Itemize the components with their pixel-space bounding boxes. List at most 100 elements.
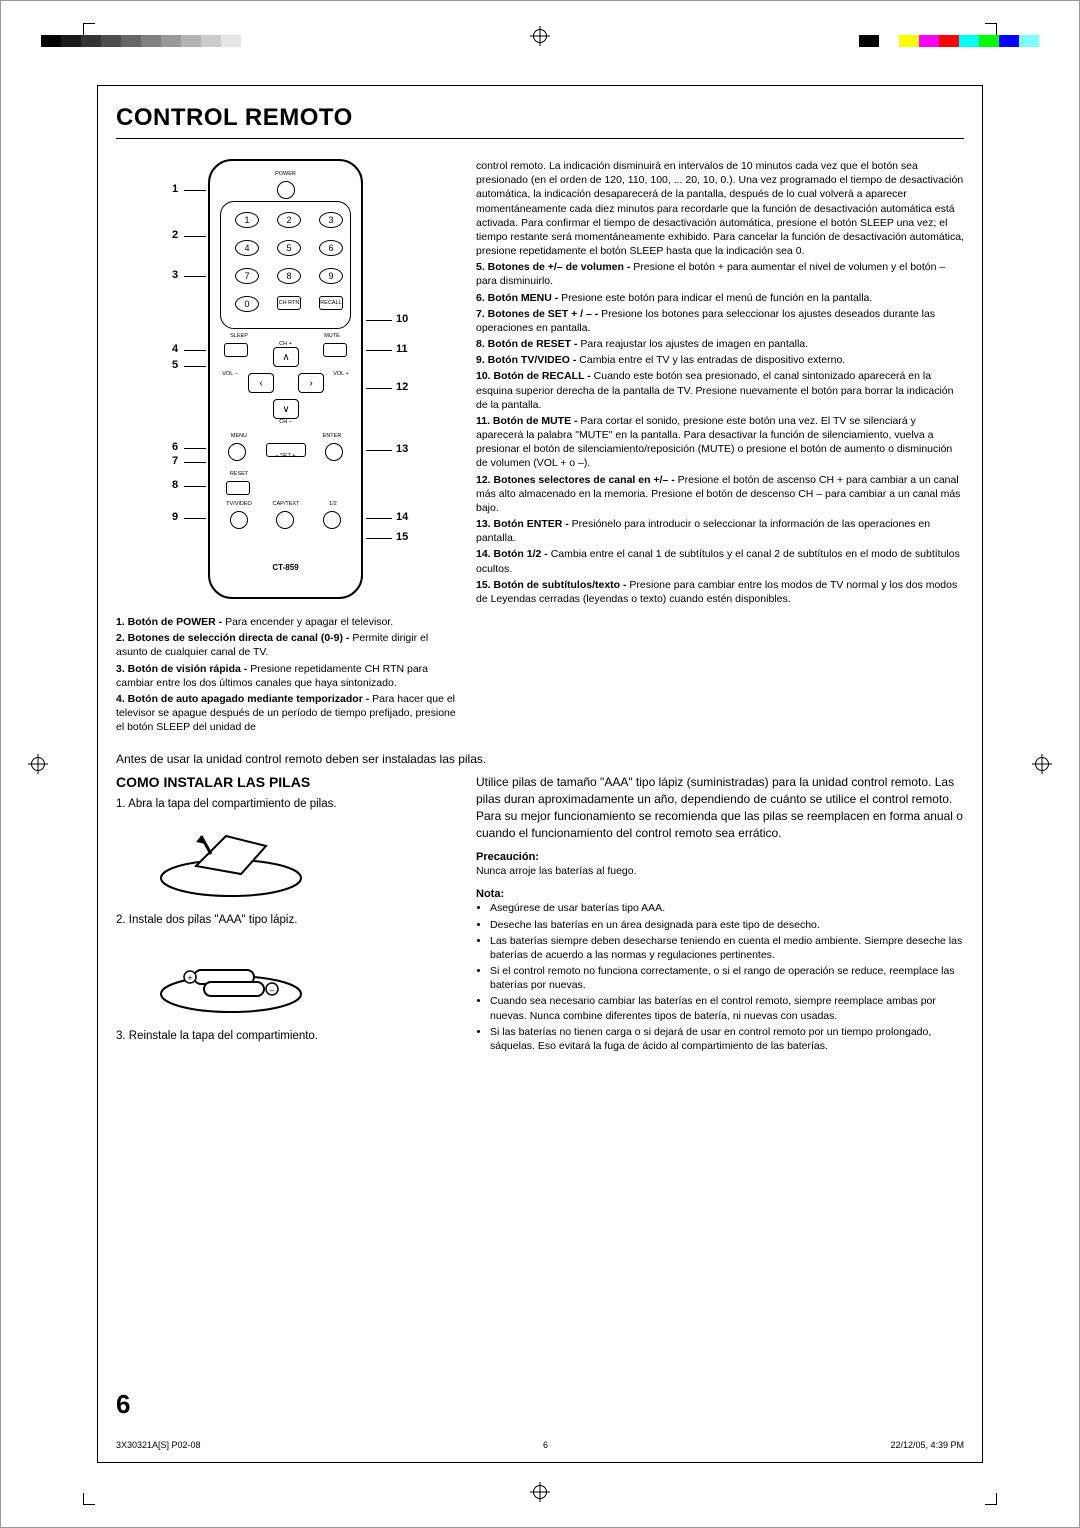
desc-item: 3. Botón de visión rápida - Presione rep…: [116, 662, 456, 690]
footer-left: 3X30321A[S] P02-08: [116, 1440, 201, 1450]
dpad: ∧ ∨ ‹ ›: [254, 351, 318, 415]
precaution-text: Nunca arroje las baterías al fuego.: [476, 864, 964, 878]
recall-button: RECALL: [319, 296, 343, 310]
notes-column: Utilice pilas de tamaño "AAA" tipo lápiz…: [476, 774, 964, 1055]
desc-item: 4. Botón de auto apagado mediante tempor…: [116, 692, 456, 735]
note-title: Nota:: [476, 887, 964, 902]
footer: 3X30321A[S] P02-08 6 22/12/05, 4:39 PM: [116, 1440, 964, 1450]
desc-item: 6. Botón MENU - Presione este botón para…: [476, 291, 964, 305]
callout-right: 15: [396, 531, 408, 543]
desc-list-left: 1. Botón de POWER - Para encender y apag…: [116, 615, 456, 734]
dpad-up-icon: ∧: [273, 347, 299, 367]
callout-right: 14: [396, 511, 408, 523]
desc-item: 5. Botones de +/– de volumen - Presione …: [476, 260, 964, 288]
callout-right: 10: [396, 313, 408, 325]
reset-button-icon: [226, 481, 250, 495]
desc-item: 15. Botón de subtítulos/texto - Presione…: [476, 578, 964, 606]
desc-item: 10. Botón de RECALL - Cuando este botón …: [476, 369, 964, 412]
desc-item: 8. Botón de RESET - Para reajustar los a…: [476, 337, 964, 351]
footer-center: 6: [543, 1440, 548, 1450]
half-label: 1/2: [323, 501, 343, 507]
note-item: Cuando sea necesario cambiar las batería…: [490, 994, 964, 1022]
callout-left: 4: [172, 343, 178, 355]
note-item: Si las baterías no tienen carga o si dej…: [490, 1025, 964, 1053]
callout-right: 13: [396, 443, 408, 455]
num-btn: 6: [319, 240, 343, 256]
page-outer: CONTROL REMOTO POWER 123 456 789: [0, 0, 1080, 1528]
note-item: Las baterías siempre deben desecharse te…: [490, 934, 964, 962]
footer-right: 22/12/05, 4:39 PM: [890, 1440, 964, 1450]
crop-mark-icon: [985, 23, 997, 35]
install-step-3: 3. Reinstale la tapa del compartimiento.: [116, 1030, 456, 1042]
dpad-down-icon: ∨: [273, 399, 299, 419]
num-btn: 8: [277, 268, 301, 284]
num-btn: 5: [277, 240, 301, 256]
model-label: CT-859: [210, 563, 361, 572]
captext-button-icon: [276, 511, 294, 529]
upper-section: POWER 123 456 789 0 CH RTN RECALL: [116, 159, 964, 736]
install-title: COMO INSTALAR LAS PILAS: [116, 774, 456, 790]
usage-paragraph: Utilice pilas de tamaño "AAA" tipo lápiz…: [476, 774, 964, 841]
lower-section: COMO INSTALAR LAS PILAS 1. Abra la tapa …: [116, 774, 964, 1055]
grayscale-bar: [41, 35, 261, 47]
registration-mark-icon: [533, 1485, 547, 1499]
svg-text:–: –: [269, 985, 274, 995]
ch-minus-label: CH –: [210, 419, 361, 425]
num-btn: 3: [319, 212, 343, 228]
remote-column: POWER 123 456 789 0 CH RTN RECALL: [116, 159, 456, 736]
desc-column-right: control remoto. La indicación disminuirá…: [476, 159, 964, 736]
chrtn-button: CH RTN: [277, 296, 301, 310]
remote-figure: POWER 123 456 789 0 CH RTN RECALL: [116, 159, 456, 599]
power-button-icon: [277, 181, 295, 199]
install-column: COMO INSTALAR LAS PILAS 1. Abra la tapa …: [116, 774, 456, 1055]
callout-right: 12: [396, 381, 408, 393]
registration-mark-icon: [31, 757, 45, 771]
dpad-left-icon: ‹: [248, 373, 274, 393]
captext-label: CAP/TEXT: [268, 501, 304, 507]
enter-button-icon: [325, 443, 343, 461]
crop-mark-icon: [83, 1493, 95, 1505]
note-item: Asegúrese de usar baterías tipo AAA.: [490, 901, 964, 915]
num-btn: 4: [235, 240, 259, 256]
num-btn: 9: [319, 268, 343, 284]
registration-mark-icon: [533, 29, 547, 43]
callout-left: 3: [172, 269, 178, 281]
callout-left: 8: [172, 479, 178, 491]
desc-item: 1. Botón de POWER - Para encender y apag…: [116, 615, 456, 629]
dpad-right-icon: ›: [298, 373, 324, 393]
install-step-2: 2. Instale dos pilas "AAA" tipo lápiz.: [116, 914, 456, 926]
desc-item: 9. Botón TV/VIDEO - Cambia entre el TV y…: [476, 353, 964, 367]
precaution-title: Precaución:: [476, 850, 964, 865]
num-btn: 7: [235, 268, 259, 284]
desc-item: 12. Botones selectores de canal en +/– -…: [476, 473, 964, 516]
registration-mark-icon: [1035, 757, 1049, 771]
num-btn: 1: [235, 212, 259, 228]
number-pad: 123 456 789 0 CH RTN RECALL: [220, 201, 351, 329]
desc-continuation: control remoto. La indicación disminuirá…: [476, 159, 964, 258]
desc-item: 13. Botón ENTER - Presiónelo para introd…: [476, 517, 964, 545]
callout-left: 6: [172, 441, 178, 453]
desc-item: 11. Botón de MUTE - Para cortar el sonid…: [476, 414, 964, 471]
callout-left: 1: [172, 183, 178, 195]
desc-item: 14. Botón 1/2 - Cambia entre el canal 1 …: [476, 547, 964, 575]
callout-left: 2: [172, 229, 178, 241]
intro-line: Antes de usar la unidad control remoto d…: [116, 752, 964, 766]
callout-left: 9: [172, 511, 178, 523]
num-btn: 0: [235, 296, 259, 312]
note-item: Deseche las baterías en un área designad…: [490, 918, 964, 932]
callout-left: 5: [172, 359, 178, 371]
svg-text:+: +: [187, 973, 192, 983]
battery-cover-figure-icon: [156, 816, 306, 900]
reset-label: RESET: [224, 471, 254, 477]
content-frame: CONTROL REMOTO POWER 123 456 789: [97, 85, 983, 1463]
callout-left: 7: [172, 455, 178, 467]
page-title: CONTROL REMOTO: [116, 104, 964, 139]
half-button-icon: [323, 511, 341, 529]
desc-item: 2. Botones de selección directa de canal…: [116, 631, 456, 659]
battery-insert-figure-icon: + –: [156, 932, 306, 1016]
page-number: 6: [116, 1389, 130, 1420]
notes-list: Asegúrese de usar baterías tipo AAA. Dese…: [476, 901, 964, 1053]
tvvideo-button-icon: [230, 511, 248, 529]
mute-label: MUTE: [317, 333, 347, 339]
color-bar: [859, 35, 1039, 47]
